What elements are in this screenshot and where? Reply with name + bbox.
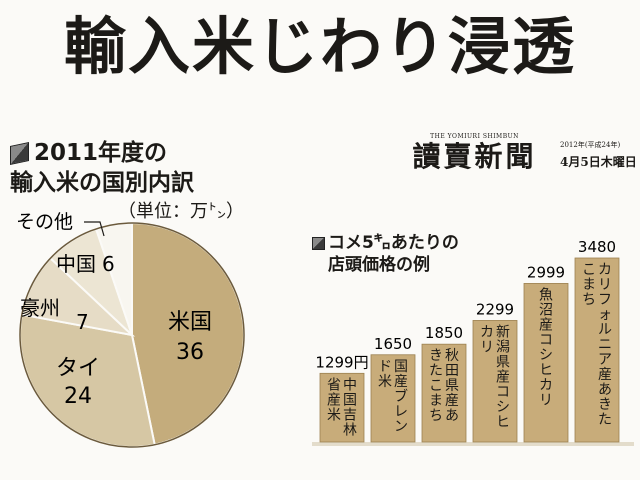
pie-label-name-4: その他 [16, 211, 73, 233]
pie-title-line1: 2011年度の [34, 140, 168, 166]
pie-label-value-0: 36 [176, 340, 204, 365]
date-line: 2012年(平成24年) [560, 141, 621, 149]
pie-label-name-3: 中国 [56, 252, 96, 276]
bar-0 [319, 372, 365, 443]
bar-2 [421, 343, 467, 443]
pie-label-name-0: 米国 [168, 310, 212, 335]
bar-title-line1: コメ5㌔あたりの [328, 233, 459, 253]
pie-outline [19, 222, 245, 448]
bar-category-label-0: 中国吉林省産米 [327, 377, 357, 438]
bar-3 [472, 320, 518, 443]
newspaper-name-en: THE YOMIURI SHIMBUN [430, 133, 519, 140]
bar-value-label-3: 2299 [476, 300, 514, 318]
bar-value-label-1: 1650 [374, 335, 412, 353]
newspaper-name-jp: 讀賣新聞 [412, 140, 537, 173]
pie-unit-label: （単位：万㌧） [118, 201, 244, 222]
bar-value-label-0: 1299円 [315, 353, 368, 371]
pie-label-value-1: 24 [64, 384, 92, 409]
pie-label-value-2: 7 [76, 310, 89, 334]
cube-icon-small [312, 236, 325, 250]
bar-5 [574, 257, 620, 443]
pie-label-value-3: 6 [102, 252, 115, 276]
pie-leader-line [84, 221, 105, 237]
bar-value-label-2: 1850 [425, 324, 463, 342]
bar-value-label-4: 2999 [527, 263, 565, 281]
newspaper-logo: THE YOMIURI SHIMBUN 讀賣新聞 [392, 133, 557, 174]
bar-category-label-5: カリフォルニア産あきたこまち [582, 262, 612, 428]
bar-baseline [312, 442, 634, 446]
bar-chart-title: コメ5㌔あたりの 店頭価格の例 [312, 232, 459, 276]
bar-category-label-4: 魚沼産コシヒカリ [539, 287, 553, 408]
pie-title-line2: 輸入米の国別内訳 [10, 170, 194, 196]
bar-1 [370, 354, 416, 443]
bar-category-label-2: 秋田県産あきたこまち [429, 348, 459, 424]
bar-4 [523, 283, 569, 443]
date-main: 4月5日木曜日 [560, 155, 637, 169]
pie-label-name-1: タイ [56, 356, 100, 381]
pie-chart-title: 2011年度の 輸入米の国別内訳 [10, 138, 194, 198]
bar-title-line2: 店頭価格の例 [328, 255, 430, 275]
bar-category-label-3: 新潟県産コシヒカリ [480, 324, 510, 430]
bar-value-label-5: 3480 [578, 238, 616, 256]
newspaper-date: 2012年(平成24年) 4月5日木曜日 [560, 140, 637, 170]
pie-label-name-2: 豪州 [20, 296, 60, 320]
headline: 輸入米じわり浸透 [63, 10, 576, 83]
bar-category-label-1: 国産ブレンド米 [378, 359, 408, 435]
